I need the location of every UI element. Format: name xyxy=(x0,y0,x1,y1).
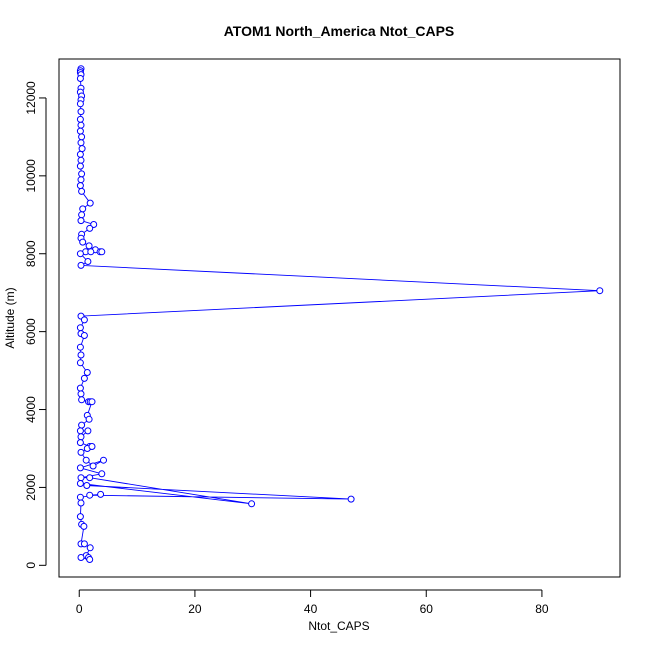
data-point xyxy=(78,133,86,141)
data-point xyxy=(76,127,84,135)
data-point xyxy=(84,427,92,435)
data-point xyxy=(80,374,88,382)
x-tick-label: 0 xyxy=(76,602,83,616)
data-point xyxy=(86,491,94,499)
data-point xyxy=(76,359,84,367)
data-point xyxy=(76,162,84,170)
data-point xyxy=(78,187,86,195)
data-point xyxy=(76,100,84,108)
data-point xyxy=(86,544,94,552)
data-point xyxy=(76,250,84,258)
data-point xyxy=(76,150,84,158)
data-point xyxy=(88,443,96,450)
x-tick-label: 80 xyxy=(535,602,549,616)
data-point xyxy=(76,324,84,332)
data-point xyxy=(77,217,85,225)
y-tick-label: 12000 xyxy=(24,81,38,115)
data-point xyxy=(85,415,93,423)
data-point xyxy=(88,398,96,406)
data-point xyxy=(86,474,94,482)
data-point xyxy=(86,556,94,563)
data-point xyxy=(79,238,87,246)
y-tick-label: 8000 xyxy=(24,240,38,267)
data-point xyxy=(77,474,85,482)
x-tick-label: 20 xyxy=(188,602,202,616)
data-point xyxy=(87,248,95,256)
y-tick-label: 6000 xyxy=(24,318,38,345)
data-point xyxy=(80,540,88,548)
data-point xyxy=(83,482,91,489)
data-point xyxy=(86,224,94,232)
y-axis-label: Altitude (m) xyxy=(3,287,17,348)
data-point xyxy=(79,205,87,213)
data-point xyxy=(76,75,84,82)
y-tick-label: 0 xyxy=(24,562,38,569)
data-point xyxy=(78,145,86,153)
data-point xyxy=(77,499,85,507)
data-point xyxy=(76,439,84,447)
data-point xyxy=(76,513,84,521)
data-point xyxy=(77,156,85,164)
data-point xyxy=(76,343,84,351)
data-point xyxy=(100,456,107,464)
data-point xyxy=(78,421,86,429)
data-point xyxy=(76,427,84,435)
data-point xyxy=(80,332,88,339)
data-point xyxy=(77,554,85,561)
data-point xyxy=(347,495,355,503)
data-point xyxy=(98,470,106,478)
chart-title: ATOM1 North_America Ntot_CAPS xyxy=(224,23,455,39)
data-point xyxy=(77,390,85,398)
data-point xyxy=(77,108,85,116)
data-point xyxy=(77,121,85,129)
plot-frame xyxy=(58,58,621,578)
y-tick-label: 4000 xyxy=(24,396,38,423)
data-point xyxy=(77,176,85,184)
x-axis-label: Ntot_CAPS xyxy=(308,619,369,633)
x-tick-label: 40 xyxy=(304,602,318,616)
data-point xyxy=(76,182,84,190)
data-point xyxy=(596,287,604,295)
data-point xyxy=(77,139,85,147)
data-point xyxy=(77,433,85,441)
data-point xyxy=(89,462,97,470)
data-point xyxy=(82,456,90,464)
data-point xyxy=(78,396,86,404)
y-tick-label: 2000 xyxy=(24,474,38,501)
data-point xyxy=(76,480,84,487)
data-point xyxy=(98,248,106,256)
data-point xyxy=(83,369,91,376)
data-point xyxy=(76,493,84,501)
y-axis: 0 2000 4000 6000 8000 10000 12000 xyxy=(24,81,47,569)
x-axis: 0 20 40 60 80 xyxy=(76,589,549,616)
data-point xyxy=(76,384,84,392)
data-point xyxy=(78,211,86,219)
data-point xyxy=(76,115,84,123)
data-point xyxy=(97,490,105,498)
data-point xyxy=(80,522,88,530)
data-point xyxy=(248,500,256,508)
data-point xyxy=(80,316,88,324)
y-tick-label: 10000 xyxy=(24,159,38,193)
data-point xyxy=(77,448,85,456)
data-point xyxy=(76,464,84,472)
data-point xyxy=(84,258,92,265)
data-point xyxy=(77,351,85,359)
data-point xyxy=(86,199,94,207)
x-tick-label: 60 xyxy=(420,602,434,616)
data-point xyxy=(85,242,93,250)
data-point xyxy=(77,261,85,269)
data-point xyxy=(78,170,86,178)
data-series xyxy=(76,65,604,563)
